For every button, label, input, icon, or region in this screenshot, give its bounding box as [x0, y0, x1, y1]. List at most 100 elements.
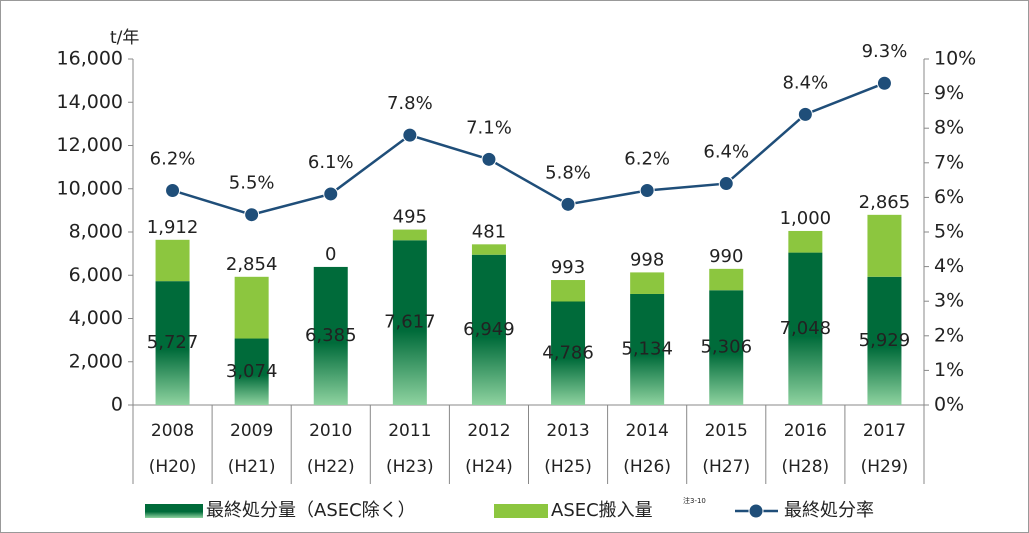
legend-swatch — [145, 504, 203, 518]
bar-segment — [630, 293, 665, 405]
data-label: 990 — [709, 246, 743, 267]
data-label: 6.1% — [308, 152, 354, 173]
x-tick-sublabel: (H22) — [307, 457, 355, 477]
x-tick-label: 2010 — [309, 421, 352, 441]
data-label: 2,865 — [859, 192, 911, 213]
y2-tick-label: 10% — [934, 48, 976, 70]
y-tick-label: 12,000 — [57, 134, 123, 156]
bar-segment — [234, 276, 269, 339]
x-tick-sublabel: (H28) — [782, 457, 830, 477]
x-tick-label: 2013 — [546, 421, 589, 441]
bar-segment — [709, 290, 744, 405]
data-label: 5.8% — [545, 162, 591, 183]
x-tick-sublabel: (H29) — [861, 457, 909, 477]
x-tick-label: 2015 — [705, 421, 748, 441]
y-tick-label: 4,000 — [69, 307, 123, 329]
line-marker — [560, 196, 576, 212]
data-label: 6,385 — [305, 325, 357, 346]
x-tick-label: 2011 — [388, 421, 431, 441]
data-label: 8.4% — [782, 72, 828, 93]
data-label: 6.4% — [703, 142, 749, 163]
data-label: 3,074 — [226, 361, 278, 382]
data-label: 5,929 — [859, 330, 911, 351]
y2-tick-label: 3% — [934, 290, 964, 312]
legend-swatch — [494, 504, 548, 518]
bar-segment — [788, 252, 823, 405]
y-tick-label: 14,000 — [57, 91, 123, 113]
line-marker — [797, 106, 813, 122]
y-unit-label: t/年 — [110, 28, 139, 48]
y-tick-label: 6,000 — [69, 264, 123, 286]
y2-tick-label: 9% — [934, 82, 964, 104]
data-label: 1,000 — [780, 208, 832, 229]
legend-marker — [748, 503, 764, 519]
data-label: 481 — [472, 221, 506, 242]
bar-segment — [392, 229, 427, 241]
y-tick-label: 8,000 — [69, 221, 123, 243]
y2-tick-label: 8% — [934, 117, 964, 139]
data-label: 6.2% — [150, 148, 196, 169]
y2-tick-label: 0% — [934, 394, 964, 416]
data-label: 0 — [325, 244, 336, 265]
data-label: 7,617 — [384, 312, 436, 333]
data-label: 7.1% — [466, 117, 512, 138]
bar-segment — [392, 240, 427, 405]
x-tick-label: 2008 — [151, 421, 194, 441]
data-label: 2,854 — [226, 254, 278, 275]
data-label: 5.5% — [229, 173, 275, 194]
legend-label: ASEC搬入量 — [551, 500, 653, 521]
x-tick-label: 2016 — [784, 421, 827, 441]
line-marker — [244, 207, 260, 223]
bar-segment — [313, 266, 348, 405]
line-marker — [165, 182, 181, 198]
x-tick-sublabel: (H25) — [544, 457, 592, 477]
x-tick-sublabel: (H26) — [623, 457, 671, 477]
line-marker — [402, 127, 418, 143]
data-label: 998 — [630, 249, 664, 270]
line-marker — [481, 151, 497, 167]
data-label: 993 — [551, 257, 585, 278]
data-label: 4,786 — [542, 342, 594, 363]
line — [172, 82, 885, 216]
x-tick-label: 2009 — [230, 421, 273, 441]
data-label: 5,306 — [700, 337, 752, 358]
bar-segment — [867, 276, 902, 405]
data-label: 9.3% — [862, 41, 908, 62]
y2-tick-label: 1% — [934, 359, 964, 381]
y-tick-label: 2,000 — [69, 350, 123, 372]
bar-segment — [155, 281, 190, 405]
data-label: 6.2% — [624, 148, 670, 169]
data-label: 5,134 — [621, 338, 673, 359]
y2-tick-label: 4% — [934, 255, 964, 277]
data-label: 495 — [393, 207, 427, 228]
line-marker — [639, 182, 655, 198]
x-tick-label: 2012 — [467, 421, 510, 441]
y2-tick-label: 2% — [934, 324, 964, 346]
bar-segment — [867, 214, 902, 277]
data-label: 7.8% — [387, 93, 433, 114]
data-label: 6,949 — [463, 319, 515, 340]
data-label: 1,912 — [147, 217, 199, 238]
line-marker — [718, 176, 734, 192]
bar-segment — [551, 301, 586, 405]
x-tick-label: 2014 — [626, 421, 669, 441]
y-tick-label: 0 — [111, 394, 123, 416]
y2-tick-label: 6% — [934, 186, 964, 208]
x-tick-sublabel: (H20) — [149, 457, 197, 477]
bar-segment — [551, 280, 586, 302]
line-marker — [323, 186, 339, 202]
bar-segment — [788, 230, 823, 253]
y-tick-label: 10,000 — [57, 177, 123, 199]
line-marker — [876, 75, 892, 91]
bar-segment — [471, 254, 506, 405]
legend-label: 最終処分率 — [784, 500, 874, 521]
bar-segment — [155, 239, 190, 282]
data-label: 7,048 — [780, 318, 832, 339]
legend-note: 注3-10 — [683, 496, 706, 505]
y2-tick-label: 7% — [934, 151, 964, 173]
x-tick-sublabel: (H24) — [465, 457, 513, 477]
y-tick-label: 16,000 — [57, 48, 123, 70]
legend-label: 最終処分量（ASEC除く） — [206, 500, 416, 521]
data-label: 5,727 — [147, 332, 199, 353]
